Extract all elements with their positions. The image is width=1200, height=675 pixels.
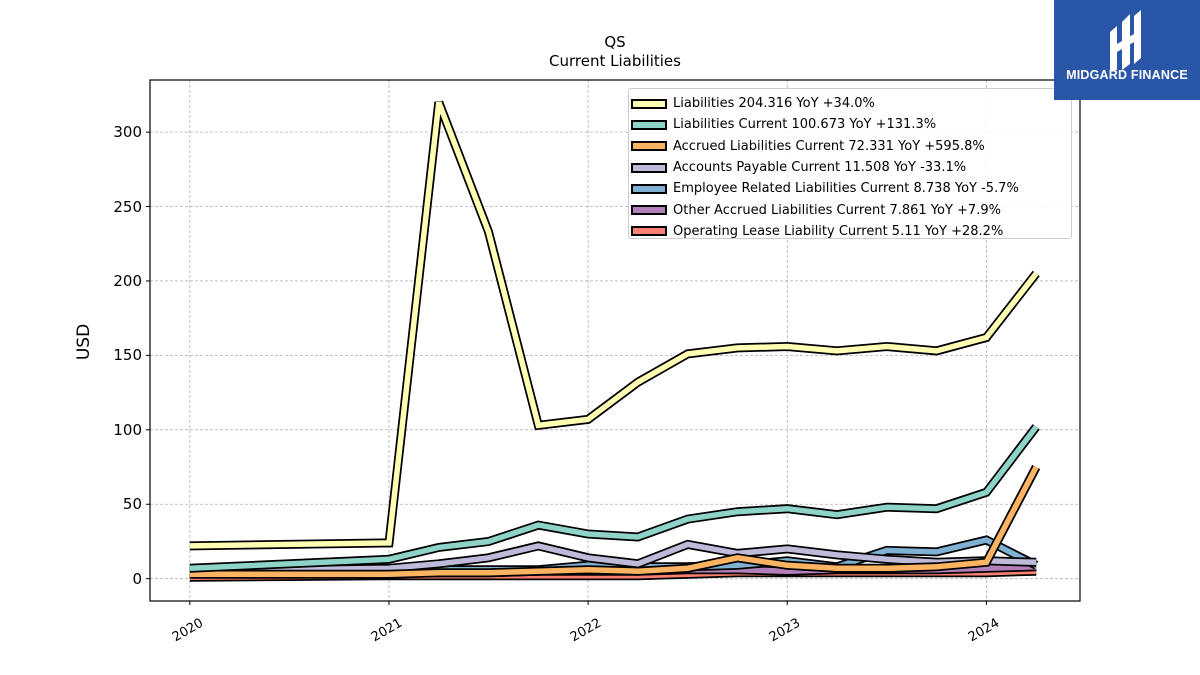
midgard-finance-logo: MIDGARD FINANCE	[1054, 0, 1200, 100]
chart-legend: Liabilities 204.316 YoY +34.0% Liabilitie…	[628, 88, 1072, 239]
chart-title: QS	[604, 33, 626, 51]
legend-swatch	[631, 98, 667, 109]
series-line-1	[189, 425, 1039, 572]
legend-label: Employee Related Liabilities Current 8.7…	[673, 181, 1019, 197]
y-tick-label: 250	[113, 197, 142, 216]
legend-label: Liabilities Current 100.673 YoY +131.3%	[673, 117, 937, 133]
legend-swatch	[631, 205, 667, 216]
y-tick-label: 100	[113, 420, 142, 439]
plot-frame	[149, 79, 1081, 602]
legend-label: Operating Lease Liability Current 5.11 Y…	[673, 223, 1004, 239]
series-line-0	[189, 101, 1039, 549]
midgard-logo-icon	[1110, 10, 1141, 70]
legend-item: Liabilities Current 100.673 YoY +131.3%	[631, 114, 1071, 135]
y-axis-label: USD	[74, 323, 94, 361]
legend-item: Other Accrued Liabilities Current 7.861 …	[631, 199, 1071, 220]
legend-item: Liabilities 204.316 YoY +34.0%	[631, 93, 1071, 114]
legend-swatch	[631, 226, 667, 237]
y-tick-label: 50	[122, 495, 142, 514]
y-tick-label: 150	[113, 346, 142, 365]
y-tick-label: 0	[132, 569, 142, 588]
series-line-2	[189, 465, 1039, 577]
legend-label: Other Accrued Liabilities Current 7.861 …	[673, 202, 1001, 218]
chart-subtitle: Current Liabilities	[549, 52, 681, 70]
legend-item: Accounts Payable Current 11.508 YoY -33.…	[631, 157, 1071, 178]
y-tick-label: 300	[113, 123, 142, 142]
legend-item: Operating Lease Liability Current 5.11 Y…	[631, 221, 1071, 242]
legend-item: Employee Related Liabilities Current 8.7…	[631, 178, 1071, 199]
y-tick-label: 200	[113, 271, 142, 290]
legend-swatch	[631, 119, 667, 130]
legend-item: Accrued Liabilities Current 72.331 YoY +…	[631, 136, 1071, 157]
legend-label: Liabilities 204.316 YoY +34.0%	[673, 96, 875, 112]
legend-swatch	[631, 141, 667, 152]
legend-label: Accrued Liabilities Current 72.331 YoY +…	[673, 138, 985, 154]
series-line-3	[189, 541, 1037, 574]
legend-label: Accounts Payable Current 11.508 YoY -33.…	[673, 160, 967, 176]
logo-text: MIDGARD FINANCE	[1066, 68, 1188, 82]
legend-swatch	[631, 183, 667, 194]
legend-swatch	[631, 162, 667, 173]
